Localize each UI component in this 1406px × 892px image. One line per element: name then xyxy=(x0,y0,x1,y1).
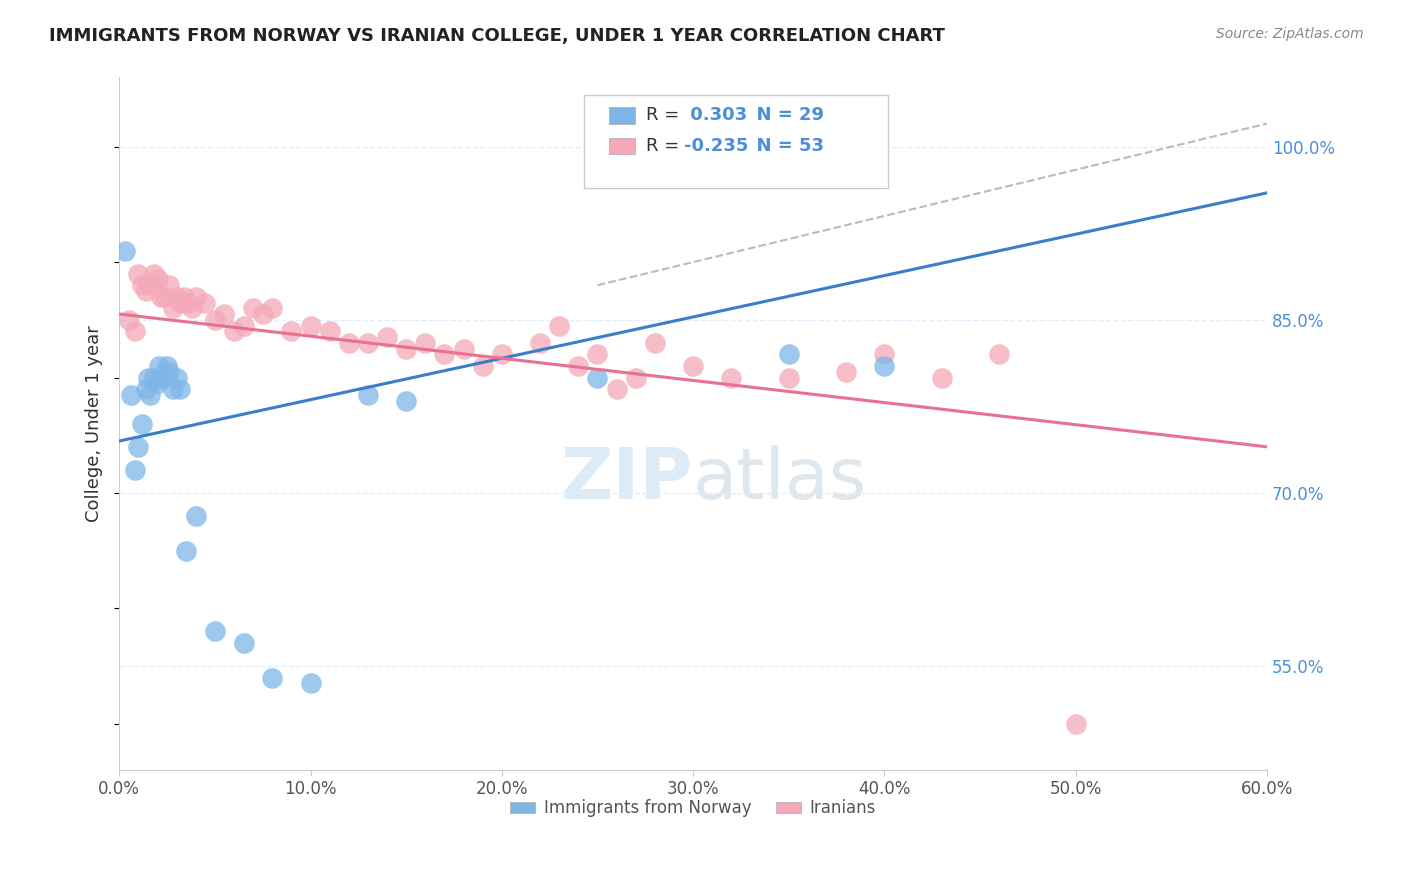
Text: R =: R = xyxy=(645,106,685,125)
Point xyxy=(299,318,322,333)
Text: IMMIGRANTS FROM NORWAY VS IRANIAN COLLEGE, UNDER 1 YEAR CORRELATION CHART: IMMIGRANTS FROM NORWAY VS IRANIAN COLLEG… xyxy=(49,27,945,45)
Point xyxy=(204,624,226,639)
Point xyxy=(142,370,165,384)
Legend: Immigrants from Norway, Iranians: Immigrants from Norway, Iranians xyxy=(503,793,883,824)
Point xyxy=(169,295,191,310)
Point xyxy=(318,324,340,338)
Point xyxy=(299,676,322,690)
Point xyxy=(153,290,176,304)
Point xyxy=(114,244,136,258)
Point xyxy=(131,417,153,431)
Point xyxy=(232,636,254,650)
Point xyxy=(873,359,896,373)
Point xyxy=(1064,716,1087,731)
Point xyxy=(262,301,284,316)
FancyBboxPatch shape xyxy=(609,107,634,124)
Point xyxy=(148,359,170,373)
Point xyxy=(586,347,609,361)
Point xyxy=(139,388,162,402)
FancyBboxPatch shape xyxy=(609,137,634,154)
Point xyxy=(135,382,157,396)
Point xyxy=(491,347,513,361)
Point xyxy=(375,330,398,344)
Point xyxy=(873,347,896,361)
Point xyxy=(150,290,173,304)
Point xyxy=(166,370,188,384)
Point xyxy=(395,393,418,408)
Point xyxy=(162,382,184,396)
Point xyxy=(139,278,162,293)
Point xyxy=(433,347,456,361)
Point xyxy=(156,359,179,373)
Point xyxy=(262,671,284,685)
Point xyxy=(720,370,742,384)
Point xyxy=(166,290,188,304)
Point xyxy=(357,335,380,350)
Point xyxy=(624,370,647,384)
Point xyxy=(337,335,360,350)
Point xyxy=(150,370,173,384)
Text: atlas: atlas xyxy=(693,444,868,514)
Point xyxy=(242,301,264,316)
Point xyxy=(214,307,236,321)
Text: Source: ZipAtlas.com: Source: ZipAtlas.com xyxy=(1216,27,1364,41)
Point xyxy=(152,370,174,384)
Point xyxy=(682,359,704,373)
Point xyxy=(174,543,197,558)
Point xyxy=(184,290,207,304)
Point xyxy=(204,313,226,327)
Point xyxy=(835,365,858,379)
Point xyxy=(194,295,217,310)
Point xyxy=(118,313,141,327)
Point xyxy=(586,370,609,384)
Point xyxy=(162,301,184,316)
Text: 0.303: 0.303 xyxy=(683,106,747,125)
Point xyxy=(931,370,953,384)
Point xyxy=(222,324,245,338)
Point xyxy=(136,370,159,384)
Point xyxy=(232,318,254,333)
Point xyxy=(988,347,1011,361)
Point xyxy=(127,267,149,281)
Point xyxy=(548,318,571,333)
Point xyxy=(644,335,666,350)
Text: N = 29: N = 29 xyxy=(744,106,824,125)
Y-axis label: College, Under 1 year: College, Under 1 year xyxy=(86,326,103,522)
Point xyxy=(778,347,800,361)
Text: ZIP: ZIP xyxy=(561,444,693,514)
FancyBboxPatch shape xyxy=(583,95,889,188)
Point xyxy=(567,359,589,373)
Point xyxy=(252,307,274,321)
Point xyxy=(146,376,169,391)
Point xyxy=(124,463,146,477)
Text: N = 53: N = 53 xyxy=(744,137,824,155)
Point xyxy=(127,440,149,454)
Point xyxy=(173,290,195,304)
Point xyxy=(142,267,165,281)
Point xyxy=(146,272,169,286)
Point xyxy=(124,324,146,338)
Point xyxy=(157,365,180,379)
Point xyxy=(606,382,628,396)
Point xyxy=(177,295,200,310)
Point xyxy=(184,509,207,524)
Point xyxy=(280,324,302,338)
Point xyxy=(135,284,157,298)
Text: R =: R = xyxy=(645,137,685,155)
Point xyxy=(453,342,475,356)
Point xyxy=(471,359,494,373)
Point xyxy=(131,278,153,293)
Text: -0.235: -0.235 xyxy=(683,137,748,155)
Point xyxy=(357,388,380,402)
Point xyxy=(157,278,180,293)
Point xyxy=(413,335,436,350)
Point xyxy=(778,370,800,384)
Point xyxy=(395,342,418,356)
Point xyxy=(169,382,191,396)
Point xyxy=(529,335,551,350)
Point xyxy=(181,301,204,316)
Point xyxy=(120,388,142,402)
